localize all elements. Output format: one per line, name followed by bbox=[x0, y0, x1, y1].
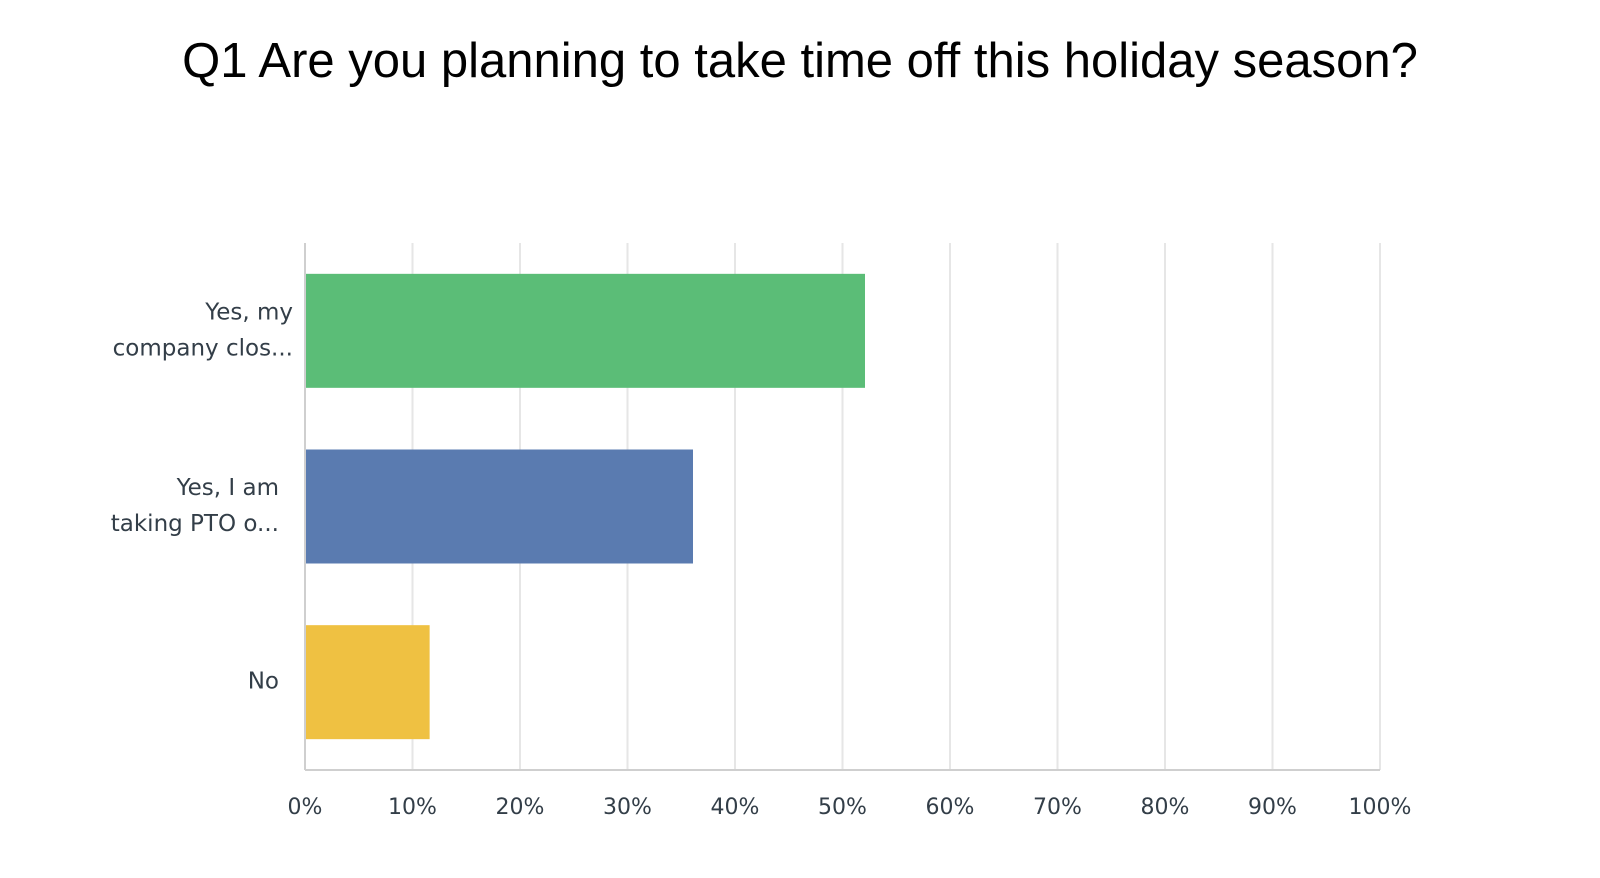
y-tick-label: company clos... bbox=[113, 335, 293, 361]
y-tick-label: taking PTO o... bbox=[111, 511, 279, 537]
x-tick-label: 60% bbox=[926, 795, 975, 820]
y-tick-label: Yes, I am bbox=[176, 475, 279, 501]
bar bbox=[306, 273, 865, 388]
x-tick-label: 100% bbox=[1349, 795, 1412, 820]
x-tick-label: 40% bbox=[711, 795, 760, 820]
bar bbox=[306, 449, 693, 564]
x-tick-label: 90% bbox=[1248, 795, 1297, 820]
x-tick-label: 20% bbox=[496, 795, 545, 820]
x-tick-label: 30% bbox=[603, 795, 652, 820]
y-tick-label: Yes, my bbox=[204, 299, 293, 325]
x-tick-label: 70% bbox=[1033, 795, 1082, 820]
y-tick-label: No bbox=[248, 669, 279, 695]
x-tick-label: 50% bbox=[818, 795, 867, 820]
x-tick-label: 10% bbox=[388, 795, 437, 820]
x-tick-label: 80% bbox=[1141, 795, 1190, 820]
chart-title: Q1 Are you planning to take time off thi… bbox=[182, 34, 1418, 88]
bar bbox=[306, 625, 430, 740]
x-tick-label: 0% bbox=[288, 795, 323, 820]
